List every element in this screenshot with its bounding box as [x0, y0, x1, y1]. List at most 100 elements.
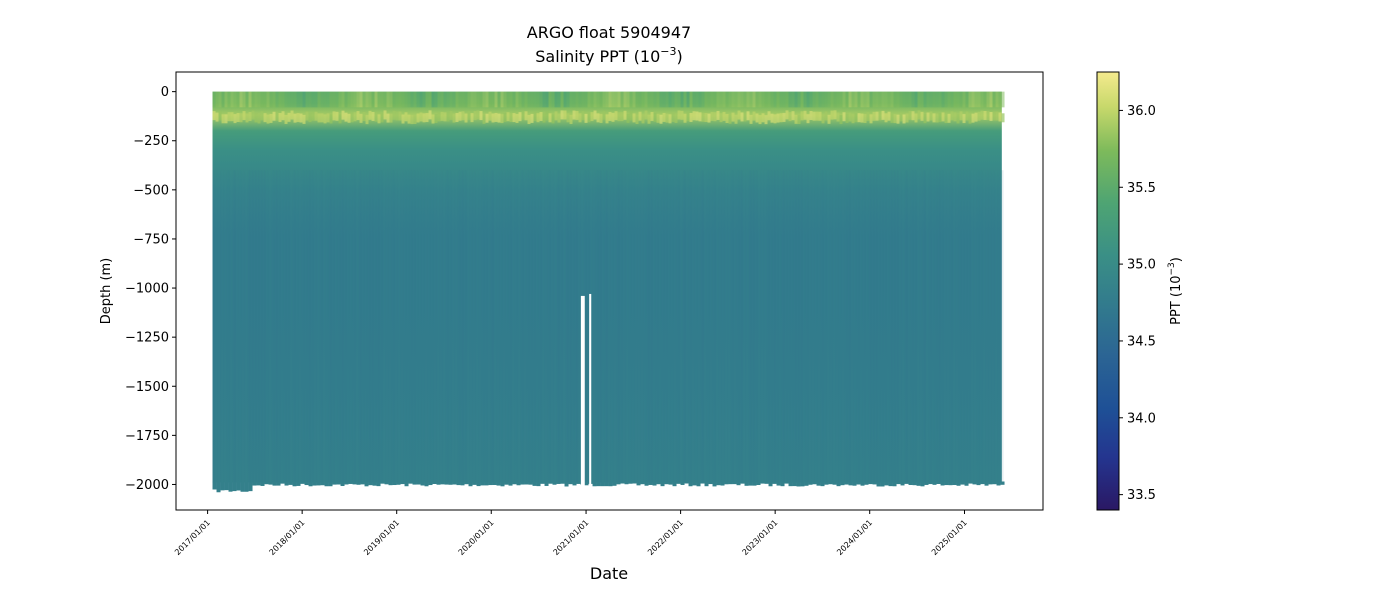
- profile-bottom: [548, 481, 553, 484]
- subsurface-max: [875, 111, 879, 121]
- profile-streak: [482, 170, 485, 483]
- subsurface-max: [290, 110, 294, 120]
- profile-streak: [233, 170, 236, 483]
- subsurface-max: [512, 113, 516, 123]
- profile-bottom: [608, 481, 613, 487]
- profile-streak: [227, 170, 230, 483]
- surface-salinity: [335, 91, 339, 108]
- profile-bottom: [436, 481, 441, 485]
- subsurface-max: [638, 111, 642, 121]
- profile-bottom: [336, 481, 341, 485]
- surface-salinity: [452, 91, 456, 108]
- subsurface-max: [530, 113, 534, 123]
- surface-salinity: [347, 91, 351, 108]
- profile-streak: [758, 170, 761, 483]
- subsurface-max: [293, 113, 297, 123]
- surface-salinity: [305, 91, 309, 108]
- profile-streak: [680, 170, 683, 483]
- subsurface-max: [977, 111, 981, 121]
- profile-streak: [917, 170, 920, 483]
- surface-salinity: [545, 91, 549, 108]
- subsurface-max: [650, 111, 654, 121]
- profile-bottom: [320, 481, 325, 486]
- subsurface-max: [536, 113, 540, 123]
- surface-salinity: [680, 91, 684, 108]
- surface-salinity: [233, 91, 237, 108]
- profile-streak: [788, 170, 791, 483]
- surface-salinity: [533, 91, 537, 108]
- profile-bottom: [844, 481, 849, 485]
- profile-streak: [509, 170, 512, 483]
- surface-salinity: [380, 91, 384, 108]
- subsurface-max: [797, 115, 801, 125]
- surface-salinity: [257, 91, 261, 108]
- profile-bottom: [428, 481, 433, 486]
- subsurface-max: [431, 114, 435, 124]
- profile-bottom: [308, 481, 313, 487]
- surface-salinity: [242, 91, 246, 108]
- surface-salinity: [422, 91, 426, 108]
- subsurface-max: [560, 110, 564, 120]
- subsurface-max: [614, 111, 618, 121]
- x-axis-label: Date: [590, 564, 628, 583]
- surface-salinity: [470, 91, 474, 108]
- surface-salinity: [458, 91, 462, 108]
- subsurface-max: [365, 115, 369, 125]
- surface-salinity: [782, 91, 786, 108]
- profile-bottom: [792, 481, 797, 487]
- subsurface-max: [569, 115, 573, 125]
- profile-bottom: [564, 481, 569, 487]
- profile-bottom: [528, 481, 533, 485]
- surface-salinity: [557, 91, 561, 108]
- colorbar-label: PPT (10−3): [1167, 257, 1184, 325]
- profile-bottom: [284, 481, 289, 486]
- surface-salinity: [515, 91, 519, 108]
- profile-streak: [887, 170, 890, 483]
- colorbar-tick-label: 34.0: [1127, 411, 1156, 426]
- profile-bottom: [724, 481, 729, 485]
- subsurface-max: [380, 113, 384, 123]
- profile-streak: [629, 170, 632, 483]
- profile-bottom: [668, 481, 673, 485]
- subsurface-max: [248, 112, 252, 122]
- chart-title: ARGO float 5904947: [527, 23, 691, 42]
- profile-bottom: [576, 481, 581, 484]
- subsurface-max: [785, 110, 789, 120]
- subsurface-max: [617, 112, 621, 122]
- salinity-heatmap: [212, 91, 1005, 493]
- profile-bottom: [940, 481, 945, 486]
- surface-salinity: [974, 91, 978, 108]
- surface-salinity: [623, 91, 627, 108]
- subsurface-max: [434, 114, 438, 124]
- profile-streak: [239, 170, 242, 483]
- subsurface-max: [518, 112, 522, 122]
- surface-salinity: [290, 91, 294, 108]
- surface-salinity: [704, 91, 708, 108]
- profile-streak: [446, 170, 449, 483]
- y-axis: 0 −250 −500 −750 −1000 −1250 −1500 −1750 −2000: [125, 85, 176, 493]
- profile-streak: [704, 170, 707, 483]
- profile-bottom: [960, 481, 965, 485]
- surface-salinity: [476, 91, 480, 108]
- subsurface-max: [551, 114, 555, 124]
- subsurface-max: [605, 114, 609, 124]
- profile-bottom: [832, 481, 837, 485]
- surface-salinity: [368, 91, 372, 108]
- surface-salinity: [815, 91, 819, 108]
- surface-salinity: [395, 91, 399, 108]
- subsurface-max: [242, 111, 246, 121]
- profile-streak: [827, 170, 830, 483]
- profile-streak: [944, 170, 947, 483]
- profile-streak: [317, 170, 320, 483]
- profile-streak: [950, 170, 953, 483]
- profile-bottom: [604, 481, 609, 487]
- profile-streak: [407, 170, 410, 483]
- profile-bottom: [848, 481, 853, 486]
- surface-salinity: [626, 91, 630, 108]
- surface-salinity: [689, 91, 693, 108]
- surface-salinity: [641, 91, 645, 108]
- surface-salinity: [845, 91, 849, 108]
- surface-salinity: [713, 91, 717, 108]
- profile-bottom: [748, 481, 753, 486]
- surface-salinity: [950, 91, 954, 108]
